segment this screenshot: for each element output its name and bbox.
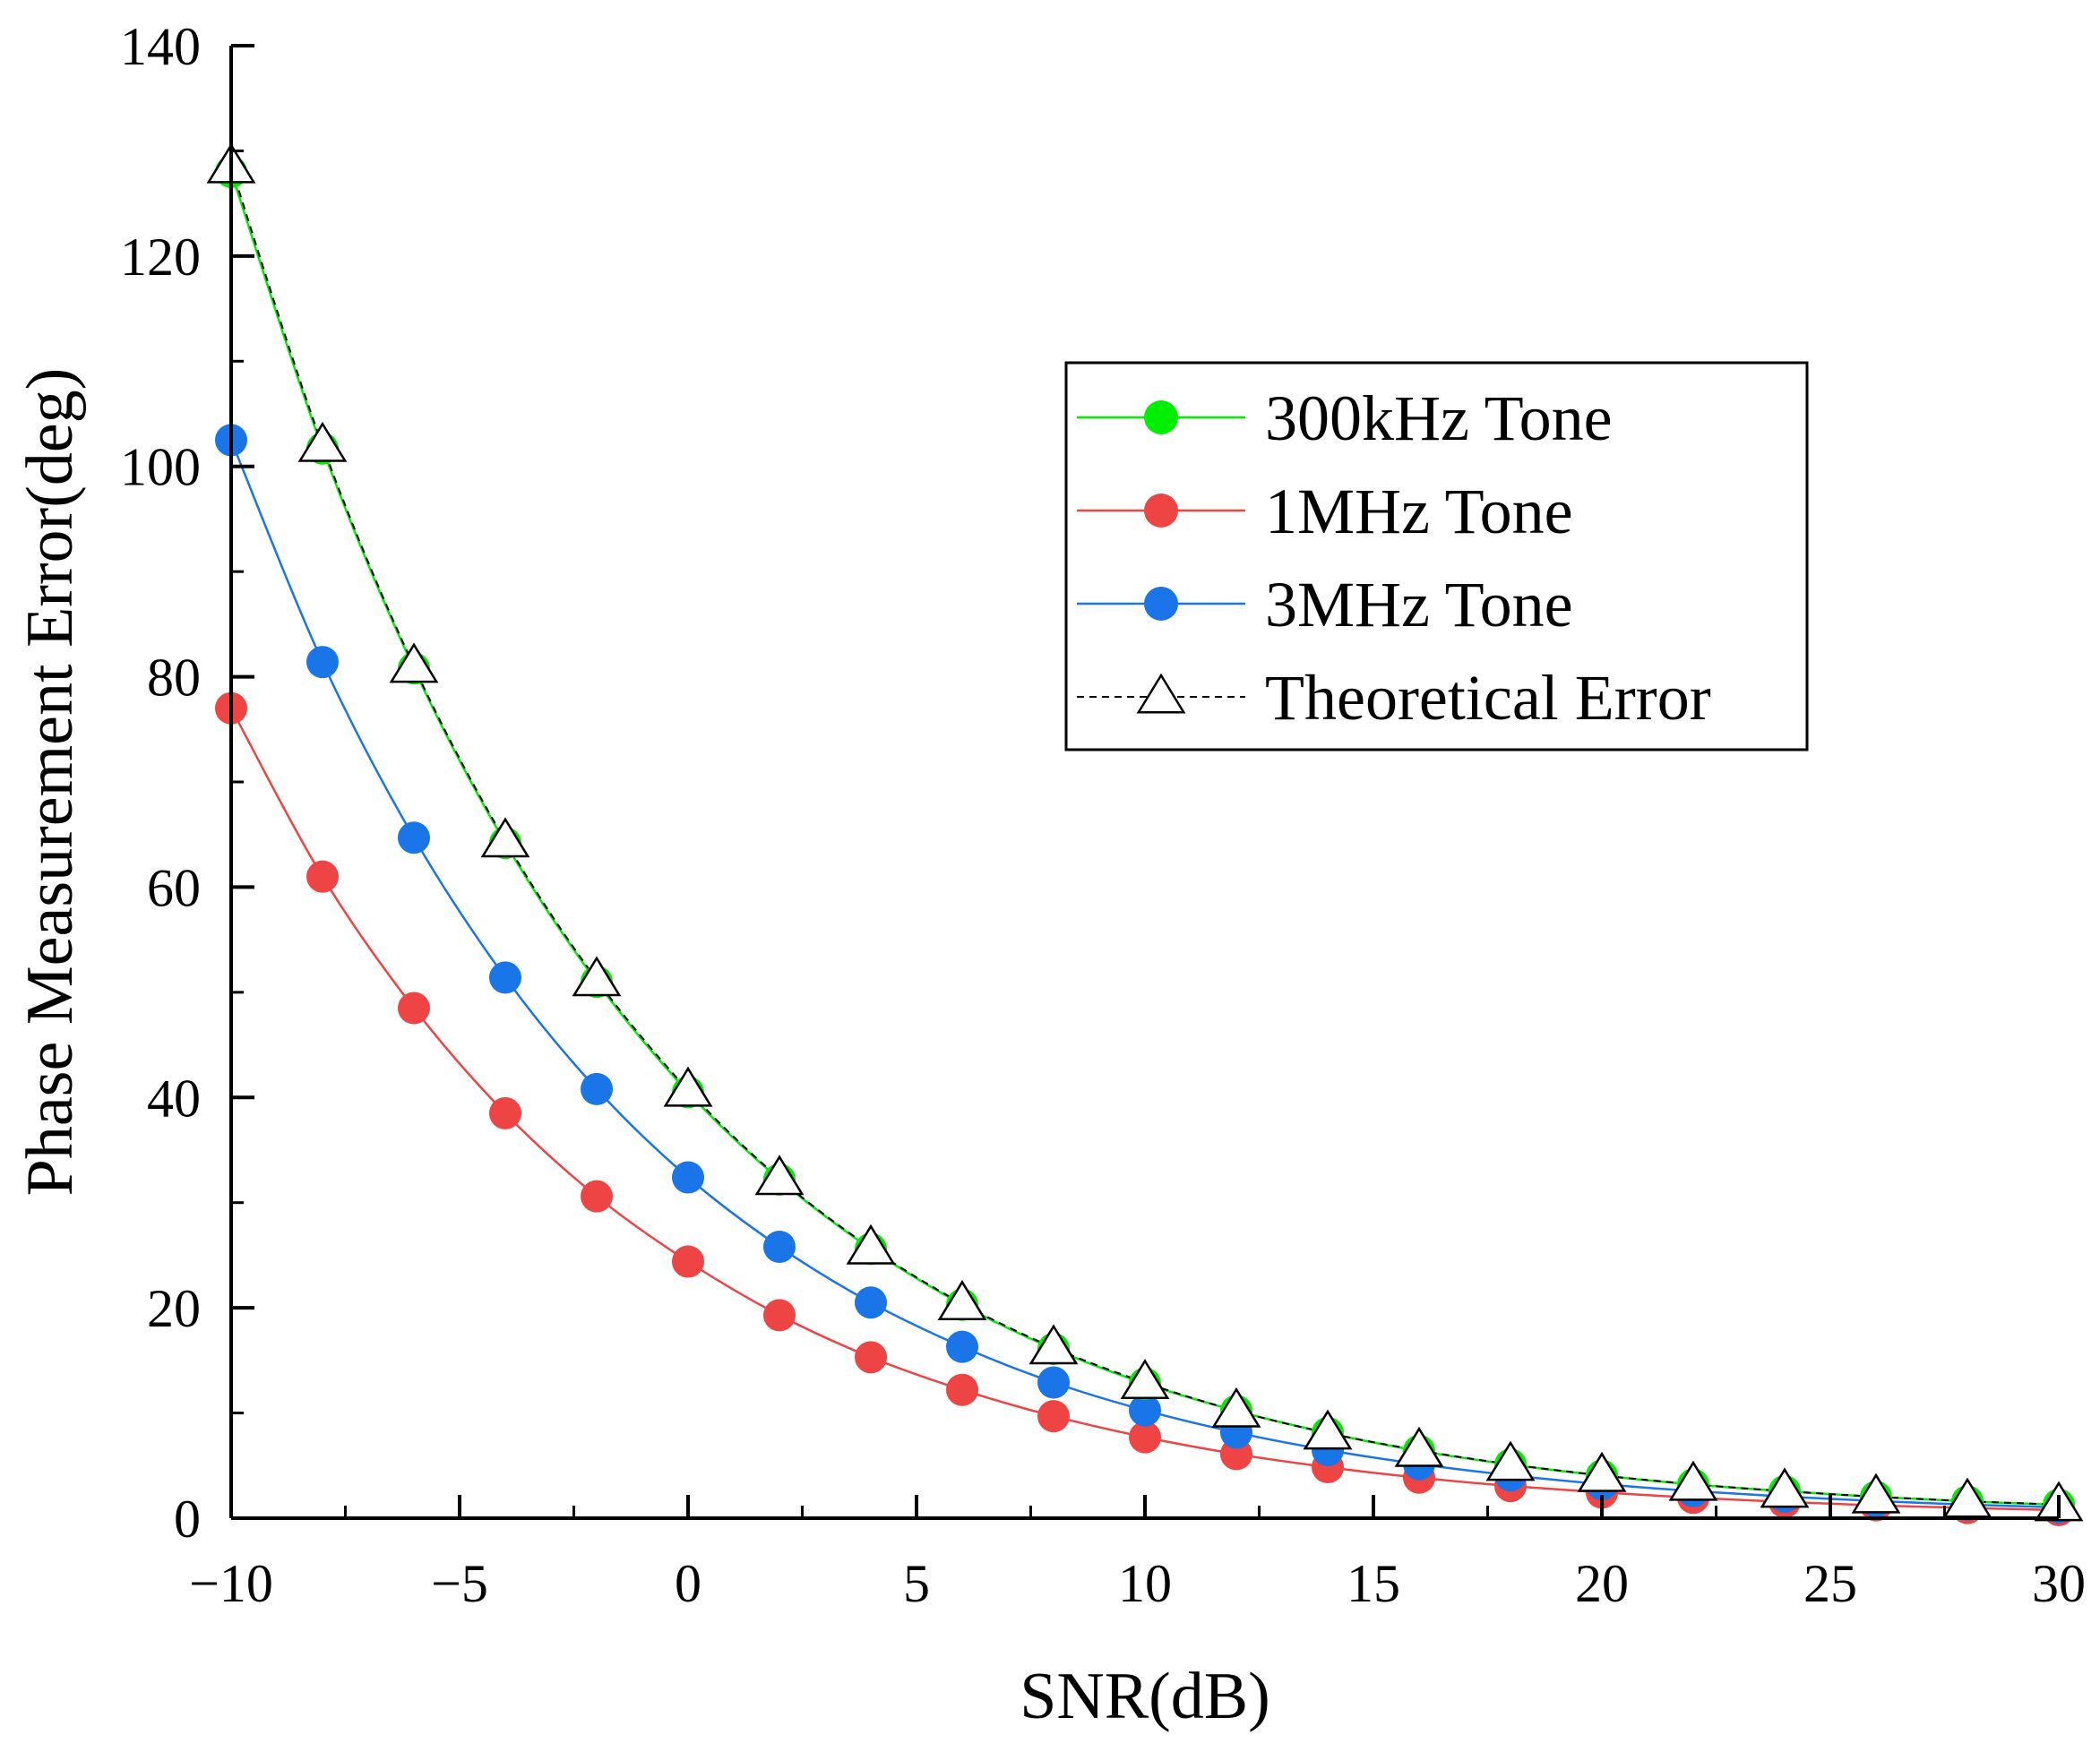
theoretical-error-line bbox=[230, 166, 2060, 1506]
theoretical-error-point bbox=[389, 642, 439, 683]
3mhz-tone-point bbox=[306, 646, 339, 679]
3mhz-tone-point bbox=[763, 1231, 796, 1264]
legend-label-theoretical-error: Theoretical Error bbox=[1265, 662, 1711, 734]
legend-label-1mhz-tone: 1MHz Tone bbox=[1265, 476, 1573, 547]
y-tick-label: 0 bbox=[174, 1490, 201, 1549]
legend-items: 300kHz Tone 1MHz Tone 3MHz Tone Theoretical… bbox=[1077, 382, 1711, 734]
legend: 300kHz Tone 1MHz Tone 3MHz Tone Theoretical… bbox=[1064, 361, 1809, 751]
theoretical-error-point bbox=[663, 1066, 713, 1107]
3mhz-tone-point bbox=[1037, 1366, 1070, 1399]
3mhz-tone-point bbox=[672, 1161, 704, 1194]
legend-label-300khz-tone: 300kHz Tone bbox=[1265, 382, 1613, 454]
3mhz-tone-point bbox=[398, 821, 430, 854]
legend-marker-3mhz-tone bbox=[1144, 587, 1178, 621]
axes: −10 −5 0 5 10 15 20 25 30 0 20 40 60 80 100 120 140 bbox=[120, 17, 2086, 1613]
theoretical-error-point bbox=[1851, 1473, 1901, 1514]
theoretical-error-point bbox=[1485, 1440, 1536, 1481]
1mhz-tone-point bbox=[581, 1180, 613, 1213]
theoretical-error-point bbox=[754, 1155, 805, 1196]
1mhz-tone-point bbox=[1037, 1400, 1070, 1433]
1mhz-tone-point bbox=[855, 1341, 887, 1374]
x-tick-label: −5 bbox=[431, 1554, 488, 1613]
x-tick-label: −10 bbox=[189, 1554, 273, 1613]
x-axis-title: SNR(dB) bbox=[1020, 1660, 1270, 1733]
theoretical-error-point bbox=[297, 421, 348, 462]
x-tick-label: 25 bbox=[1803, 1554, 1857, 1613]
1mhz-tone-point bbox=[1129, 1421, 1161, 1454]
x-tick-label: 5 bbox=[903, 1554, 930, 1613]
y-ticks: 0 20 40 60 80 100 120 140 bbox=[120, 17, 254, 1549]
theoretical-error-point bbox=[937, 1280, 987, 1320]
theoretical-error-point bbox=[846, 1224, 896, 1265]
theoretical-error-point bbox=[1303, 1409, 1353, 1450]
y-tick-label: 20 bbox=[147, 1279, 201, 1338]
legend-marker-1mhz-tone bbox=[1144, 494, 1178, 528]
legend-box bbox=[1064, 361, 1809, 751]
theoretical-error-point bbox=[1760, 1467, 1810, 1508]
legend-marker-300khz-tone bbox=[1144, 400, 1178, 434]
3mhz-tone-point bbox=[855, 1286, 887, 1319]
x-tick-label: 15 bbox=[1347, 1554, 1400, 1613]
theoretical-error-point bbox=[480, 817, 530, 858]
1mhz-tone-point bbox=[672, 1245, 704, 1278]
series-markers bbox=[206, 142, 2084, 1526]
legend-marker-theoretical-error bbox=[1136, 673, 1186, 714]
y-tick-label: 120 bbox=[120, 228, 201, 287]
theoretical-error-point bbox=[1028, 1324, 1079, 1365]
1mhz-tone-point bbox=[763, 1299, 796, 1332]
theoretical-error-point bbox=[1120, 1359, 1170, 1400]
y-tick-label: 80 bbox=[147, 648, 201, 708]
y-tick-label: 40 bbox=[147, 1069, 201, 1128]
3mhz-tone-point bbox=[581, 1072, 613, 1105]
y-axis-title: Phase Measurement Error(deg) bbox=[13, 368, 87, 1197]
3mhz-tone-point bbox=[1129, 1394, 1161, 1427]
y-tick-label: 100 bbox=[120, 438, 201, 497]
1mhz-tone-line bbox=[229, 708, 2060, 1512]
theoretical-error-point bbox=[1211, 1387, 1261, 1428]
1mhz-tone-point bbox=[398, 992, 430, 1025]
x-ticks: −10 −5 0 5 10 15 20 25 30 bbox=[189, 1495, 2086, 1613]
theoretical-error-point bbox=[1577, 1451, 1627, 1492]
y-tick-label: 140 bbox=[120, 17, 201, 76]
x-tick-label: 10 bbox=[1118, 1554, 1172, 1613]
1mhz-tone-point bbox=[946, 1373, 978, 1406]
3mhz-tone-point bbox=[946, 1330, 978, 1363]
x-tick-label: 0 bbox=[675, 1554, 701, 1613]
legend-label-3mhz-tone: 3MHz Tone bbox=[1265, 569, 1573, 640]
x-tick-label: 30 bbox=[2032, 1554, 2086, 1613]
theoretical-error-point bbox=[1394, 1426, 1444, 1467]
y-tick-label: 60 bbox=[147, 858, 201, 917]
x-tick-label: 20 bbox=[1575, 1554, 1629, 1613]
theoretical-error-point bbox=[1942, 1477, 1992, 1518]
3mhz-tone-point bbox=[489, 961, 521, 994]
3mhz-tone-line bbox=[229, 439, 2060, 1509]
theoretical-error-point bbox=[1668, 1460, 1718, 1501]
1mhz-tone-point bbox=[306, 860, 339, 893]
1mhz-tone-point bbox=[489, 1096, 521, 1129]
theoretical-error-point bbox=[572, 956, 622, 997]
